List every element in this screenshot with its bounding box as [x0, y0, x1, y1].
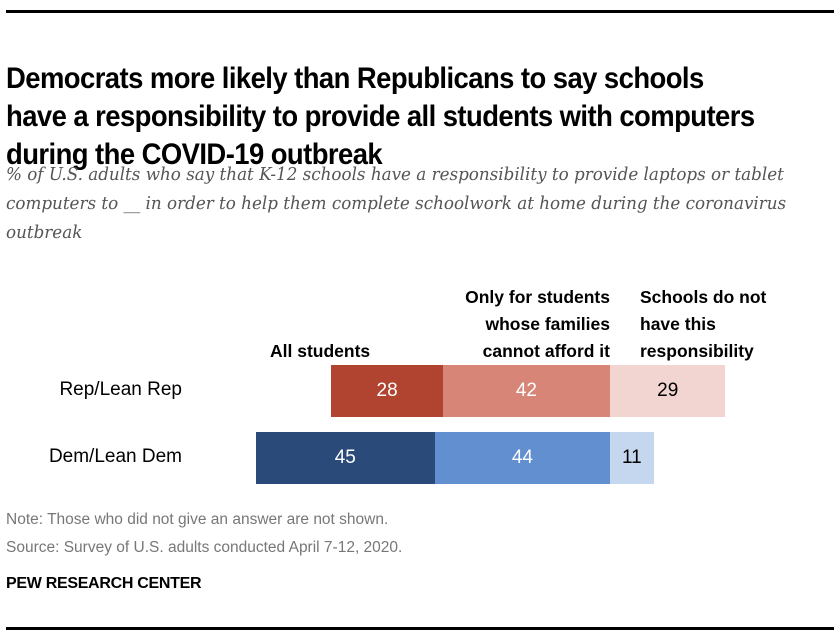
legend-line: Schools do not	[640, 287, 767, 307]
legend-all-students: All students	[270, 338, 370, 365]
legend-only-for-students: Only for students whose families cannot …	[410, 284, 610, 365]
data-label: 11	[622, 447, 642, 468]
data-label: 28	[376, 380, 398, 401]
bar-dem-lean-dem-no-responsibility: 11	[610, 432, 654, 484]
data-label: 42	[515, 380, 537, 401]
data-label: 29	[657, 380, 679, 401]
legend-line: have this	[640, 314, 716, 334]
pew-logo-text: PEW RESEARCH CENTER	[6, 575, 202, 592]
top-rule	[6, 10, 834, 13]
chart-subtitle: % of U.S. adults who say that K-12 schoo…	[6, 164, 787, 243]
legend-line: Only for students	[465, 287, 610, 307]
bottom-rule	[6, 627, 834, 630]
legend-line: All students	[270, 341, 371, 361]
data-label: 44	[511, 447, 533, 468]
legend-line: whose families	[485, 314, 611, 334]
bar-dem-lean-dem-all-students: 45	[255, 432, 435, 484]
source-text: Source: Survey of U.S. adults conducted …	[6, 539, 403, 556]
chart-title: Democrats more likely than Republicans t…	[6, 62, 755, 171]
legend-no-responsibility: Schools do not have this responsibility	[640, 284, 840, 365]
data-label: 45	[334, 447, 356, 468]
row-label-dem-lean-dem: Dem/Lean Dem	[48, 446, 182, 467]
row-label-rep-lean-rep: Rep/Lean Rep	[59, 379, 182, 400]
legend-line: cannot afford it	[482, 341, 610, 361]
bar-rep-lean-rep-all-students: 28	[331, 365, 443, 417]
legend-line: responsibility	[640, 341, 754, 361]
note-text: Note: Those who did not give an answer a…	[6, 511, 389, 528]
bar-dem-lean-dem-only-cannot-afford: 44	[434, 432, 610, 484]
bar-rep-lean-rep-only-cannot-afford: 42	[442, 365, 610, 417]
bar-rep-lean-rep-no-responsibility: 29	[610, 365, 726, 417]
